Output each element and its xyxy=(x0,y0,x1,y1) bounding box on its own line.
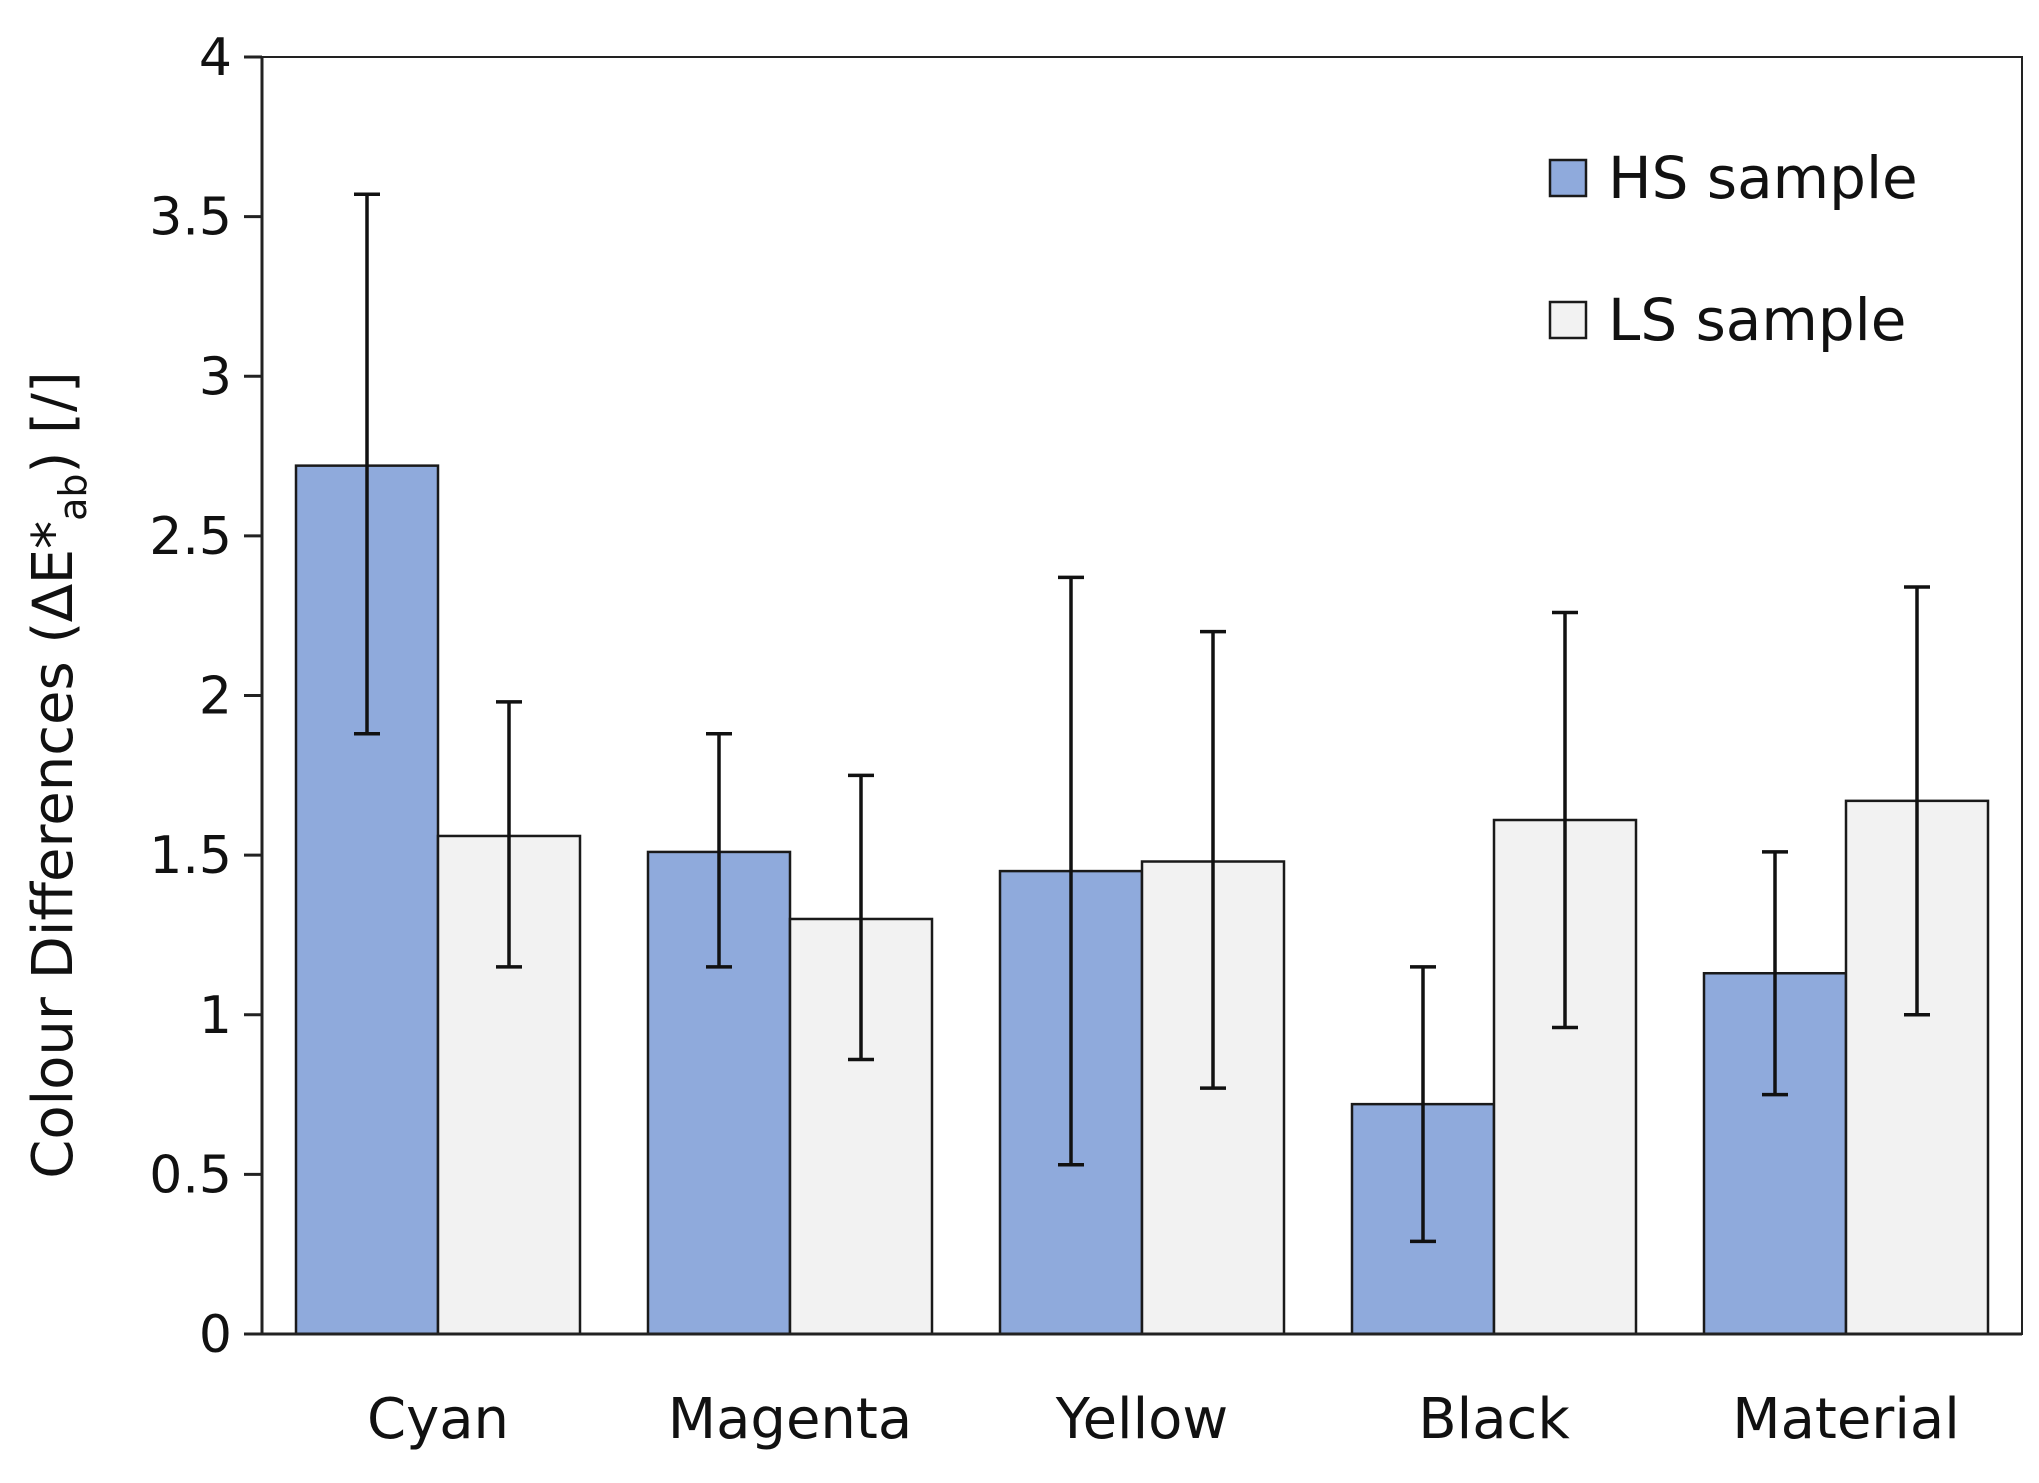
y-tick-label: 3.5 xyxy=(149,188,232,248)
y-tick-label: 2.5 xyxy=(149,507,232,567)
y-axis-title-prefix: Colour Differences (∆E* xyxy=(21,521,86,1179)
y-tick-label: 4 xyxy=(199,28,232,88)
y-tick-label: 2 xyxy=(199,667,232,727)
y-tick-label: 0.5 xyxy=(149,1145,232,1205)
legend-swatch-ls xyxy=(1548,300,1588,340)
x-tick-label-yellow: Yellow xyxy=(1055,1387,1228,1452)
y-tick-label: 1.5 xyxy=(149,826,232,886)
y-axis: 0 0.5 1 1.5 2 2.5 3 3.5 4 xyxy=(149,28,264,1365)
x-tick-label-material: Material xyxy=(1732,1387,1960,1452)
error-bars xyxy=(354,192,1930,1244)
legend: HS sample LS sample xyxy=(1548,144,1918,354)
x-tick-label-magenta: Magenta xyxy=(668,1387,912,1452)
legend-label-ls: LS sample xyxy=(1608,286,1906,354)
x-axis: Cyan Magenta Yellow Black Material xyxy=(262,1332,2022,1452)
y-axis-title-suffix: ) [/] xyxy=(21,371,86,473)
y-axis-title-subscript: ab xyxy=(51,473,95,520)
bars xyxy=(294,464,1990,1336)
x-tick-label-black: Black xyxy=(1418,1387,1570,1452)
y-tick-label: 0 xyxy=(199,1305,232,1365)
legend-label-hs: HS sample xyxy=(1608,144,1918,212)
legend-swatch-hs xyxy=(1548,158,1588,198)
bar-yellow-ls xyxy=(1140,860,1286,1336)
x-tick-label-cyan: Cyan xyxy=(367,1387,509,1452)
y-tick-label: 3 xyxy=(199,347,232,407)
y-axis-title: Colour Differences (∆E*ab) [/] xyxy=(21,371,95,1179)
y-tick-label: 1 xyxy=(199,986,232,1046)
